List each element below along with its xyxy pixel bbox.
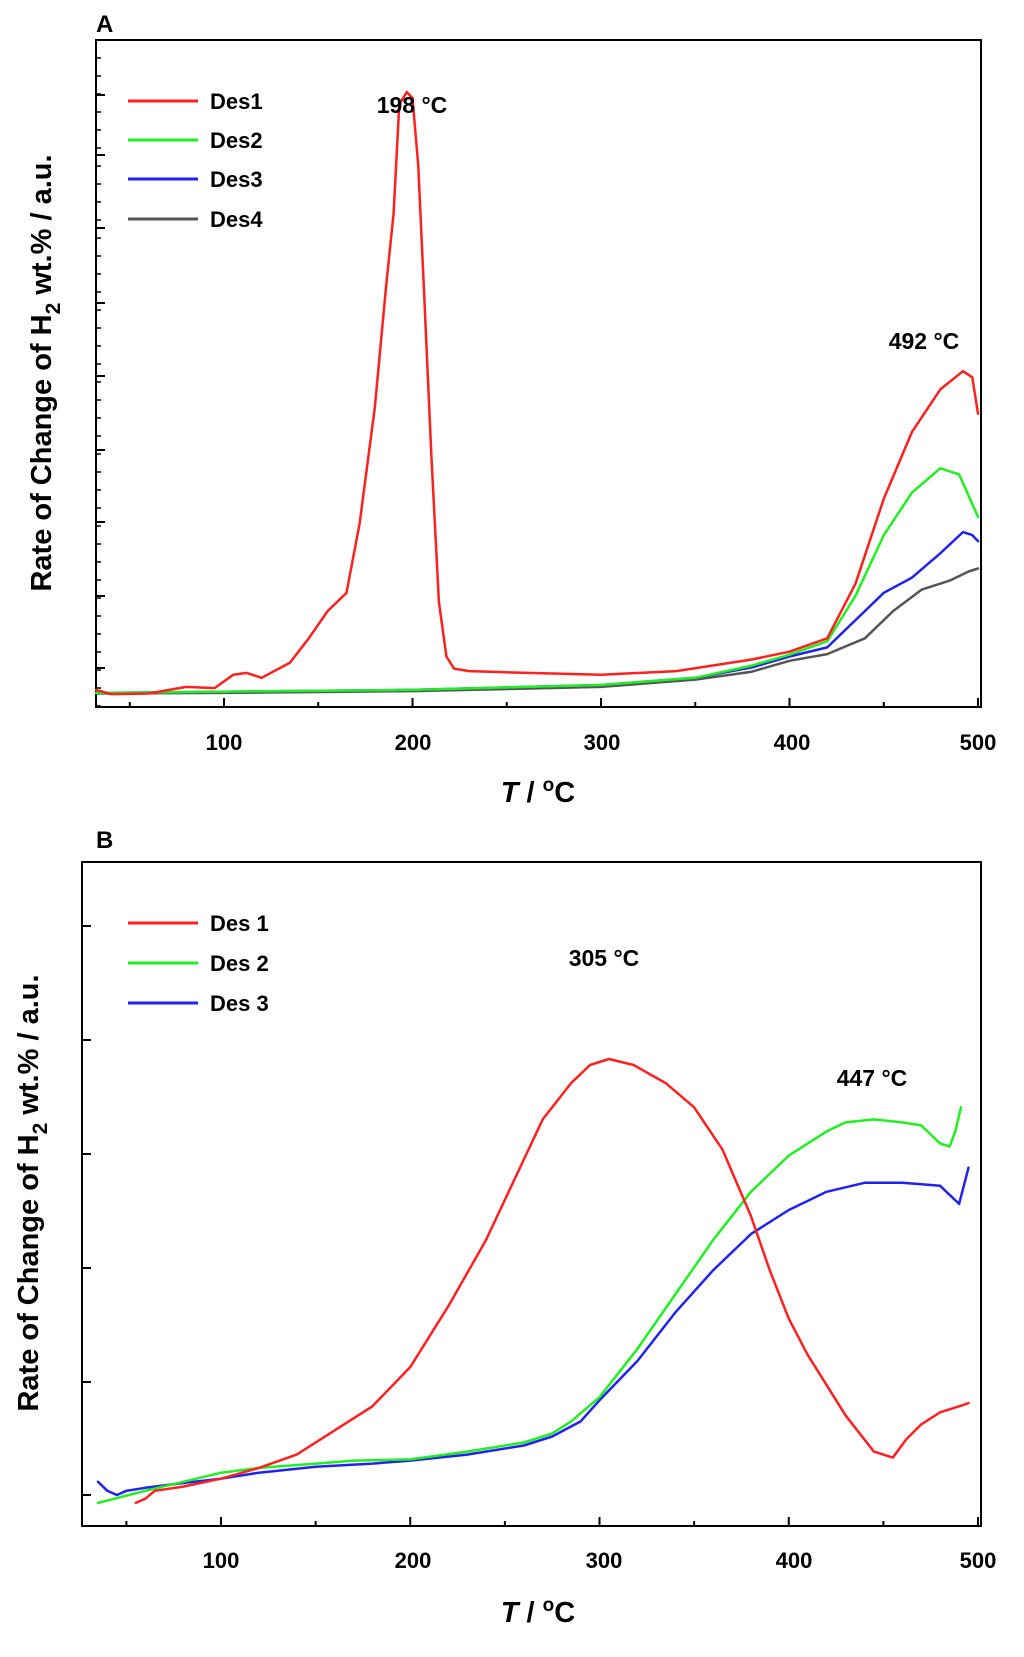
- panel-b-x-tick-label: 200: [395, 1548, 432, 1573]
- panel-a-series: [94, 90, 980, 696]
- series-line-des-1: [134, 1057, 970, 1505]
- panel-b-letter: B: [96, 827, 113, 854]
- panel-a-x-tick-label: 500: [960, 730, 997, 755]
- panel-a-peak-annotation-492: 492 °C: [889, 328, 960, 354]
- series-line-des-3: [96, 1166, 970, 1497]
- panel-a: A 100 200 300 400 500 T / oC Rate of Cha…: [26, 11, 996, 809]
- legend-label-des-3: Des 3: [210, 991, 269, 1016]
- series-line-des-2: [96, 1106, 963, 1505]
- series-line-des1: [94, 90, 980, 696]
- panel-a-y-axis-title: Rate of Change of H2 wt.% / a.u.: [26, 154, 65, 591]
- panel-a-x-tick-label: 300: [584, 730, 621, 755]
- panel-a-ticks: [96, 39, 979, 707]
- panel-a-x-axis-title: T / oC: [501, 775, 576, 809]
- panel-b-x-tick-labels: 100 200 300 400 500: [203, 1548, 997, 1573]
- legend-label-des2: Des2: [210, 128, 263, 153]
- legend-label-des1: Des1: [210, 89, 263, 114]
- panel-a-peak-annotation-198: 198 °C: [377, 92, 448, 118]
- panel-b: B 100 200 300 400 500 T / oC Rate of Cha…: [13, 827, 996, 1629]
- panel-b-x-tick-label: 500: [960, 1548, 997, 1573]
- panel-a-legend: Des1 Des2 Des3 Des4: [128, 89, 263, 232]
- panel-b-plot-frame: [81, 861, 982, 1527]
- legend-label-des4: Des4: [210, 207, 263, 232]
- legend-label-des-1: Des 1: [210, 911, 269, 936]
- panel-a-x-tick-labels: 100 200 300 400 500: [206, 730, 997, 755]
- panel-a-letter: A: [96, 11, 113, 38]
- panel-a-x-tick-label: 400: [774, 730, 811, 755]
- series-line-des4: [94, 567, 980, 695]
- panel-b-x-tick-label: 400: [776, 1548, 813, 1573]
- legend-label-des3: Des3: [210, 167, 263, 192]
- panel-a-plot-frame: [95, 39, 982, 708]
- panel-b-x-tick-label: 100: [203, 1548, 240, 1573]
- panel-b-series: [96, 1057, 970, 1505]
- panel-a-x-tick-label: 100: [206, 730, 243, 755]
- panel-b-legend: Des 1 Des 2 Des 3: [128, 911, 269, 1016]
- panel-b-y-axis-title: Rate of Change of H2 wt.% / a.u.: [13, 974, 52, 1411]
- panel-b-ticks: [82, 925, 979, 1526]
- panel-b-peak-annotation-447: 447 °C: [837, 1065, 908, 1091]
- panel-b-peak-annotation-305: 305 °C: [569, 945, 640, 971]
- legend-label-des-2: Des 2: [210, 951, 269, 976]
- panel-b-x-tick-label: 300: [586, 1548, 623, 1573]
- series-line-des2: [94, 467, 980, 695]
- panel-b-x-axis-title: T / oC: [501, 1595, 576, 1629]
- panel-a-x-tick-label: 200: [395, 730, 432, 755]
